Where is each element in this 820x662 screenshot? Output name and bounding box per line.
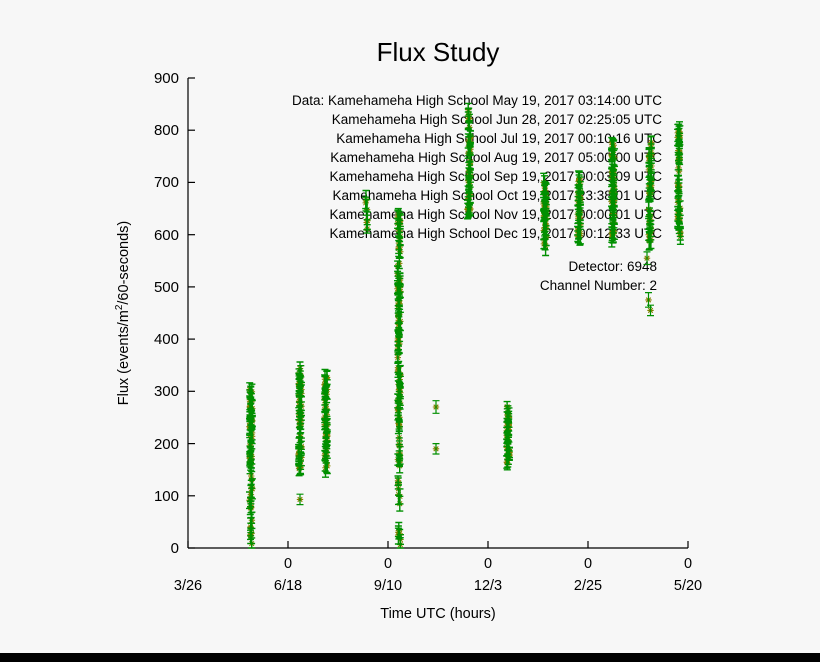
x-hour-label-2: 0 — [384, 556, 392, 572]
x-hour-label-1: 0 — [284, 556, 292, 572]
y-tick-label-600: 600 — [154, 227, 179, 244]
cluster-error-bars — [362, 189, 371, 234]
x-date-label-5: 5/20 — [674, 578, 702, 594]
channel-number-label: Channel Number: 2 — [540, 278, 657, 293]
x-date-label-3: 12/3 — [474, 578, 502, 594]
detector-label: Detector: 6948 — [568, 259, 657, 274]
x-hour-label-5: 0 — [684, 556, 692, 572]
x-date-label-0: 3/26 — [174, 578, 202, 594]
x-hour-label-4: 0 — [584, 556, 592, 572]
cluster-error-bars — [247, 467, 256, 505]
y-tick-label-300: 300 — [154, 383, 179, 400]
cluster-error-bars — [464, 102, 474, 220]
cluster-error-bars — [394, 475, 404, 549]
x-hour-label-3: 0 — [484, 556, 492, 572]
cluster-error-bars — [645, 135, 655, 251]
y-tick-label-400: 400 — [154, 331, 179, 348]
y-axis-label-suffix: /60-seconds) — [116, 221, 132, 305]
y-tick-label-800: 800 — [154, 122, 179, 139]
x-date-label-4: 2/25 — [574, 578, 602, 594]
cluster-error-bars — [574, 170, 584, 246]
cluster-error-bars — [608, 136, 618, 248]
bottom-bar — [0, 653, 820, 662]
cluster-error-bars — [540, 172, 550, 257]
x-date-label-2: 9/10 — [374, 578, 402, 594]
x-axis-label: Time UTC (hours) — [380, 606, 495, 622]
cluster-error-bars — [394, 207, 404, 474]
cluster-error-bars — [246, 382, 256, 475]
y-axis-label-sup: 2 — [114, 304, 125, 310]
y-tick-label-200: 200 — [154, 436, 179, 453]
y-tick-label-100: 100 — [154, 488, 179, 505]
axes — [187, 77, 689, 549]
y-tick-label-0: 0 — [171, 540, 179, 557]
annotation-line-3: Kamehameha High School Jul 19, 2017 00:1… — [336, 131, 662, 146]
cluster-error-bars — [321, 368, 331, 478]
annotation-line-2: Kamehameha High School Jun 28, 2017 02:2… — [332, 112, 662, 127]
y-tick-label-700: 700 — [154, 174, 179, 191]
cluster-error-bars — [674, 121, 684, 245]
y-tick-label-900: 900 — [154, 70, 179, 87]
data-points — [246, 102, 684, 549]
chart-title: Flux Study — [377, 37, 500, 67]
y-tick-label-500: 500 — [154, 279, 179, 296]
isolated-error-bars — [296, 251, 654, 506]
cluster-error-bars — [295, 361, 305, 477]
y-axis-label-prefix: Flux (events/m — [116, 310, 132, 405]
cluster-error-bars — [503, 400, 513, 471]
annotation-line-1: Data: Kamehameha High School May 19, 201… — [292, 93, 662, 108]
x-date-label-1: 6/18 — [274, 578, 302, 594]
annotation-line-4: Kamehameha High School Aug 19, 2017 05:0… — [330, 150, 662, 165]
y-axis-label: Flux (events/m2/60-seconds) — [114, 221, 132, 405]
